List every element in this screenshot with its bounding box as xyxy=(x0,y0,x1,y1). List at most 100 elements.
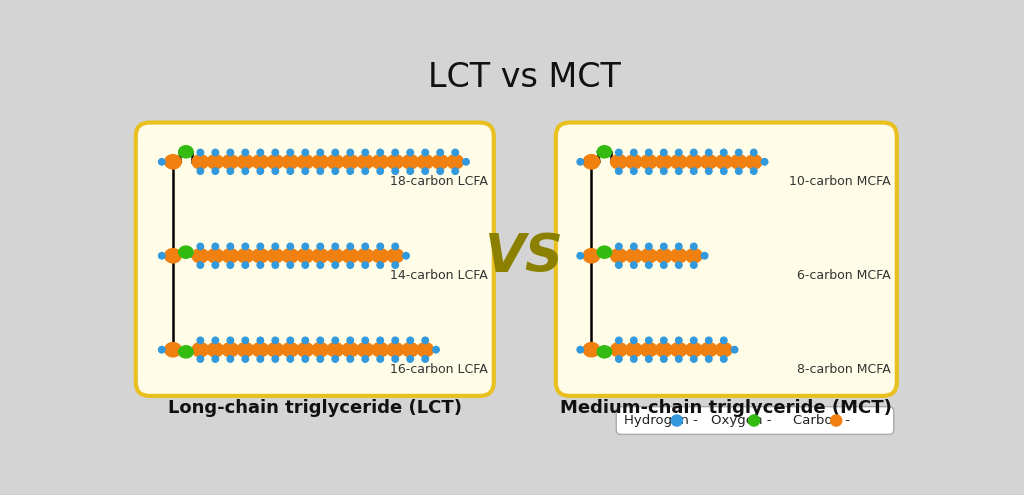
Ellipse shape xyxy=(282,154,299,169)
Circle shape xyxy=(302,337,308,344)
Circle shape xyxy=(676,168,682,174)
Circle shape xyxy=(631,149,637,156)
Ellipse shape xyxy=(626,343,642,357)
Ellipse shape xyxy=(716,154,732,169)
Ellipse shape xyxy=(237,248,254,263)
Circle shape xyxy=(362,262,369,268)
Circle shape xyxy=(690,168,697,174)
Circle shape xyxy=(317,337,324,344)
Circle shape xyxy=(577,252,584,259)
Circle shape xyxy=(302,149,308,156)
Circle shape xyxy=(706,356,712,362)
Text: 8-carbon MCFA: 8-carbon MCFA xyxy=(797,362,891,376)
Text: Hydrogen -: Hydrogen - xyxy=(624,414,702,427)
Circle shape xyxy=(706,337,712,344)
Ellipse shape xyxy=(179,246,194,258)
Circle shape xyxy=(287,168,294,174)
Circle shape xyxy=(645,337,652,344)
Ellipse shape xyxy=(700,154,717,169)
Circle shape xyxy=(317,243,324,249)
Circle shape xyxy=(332,168,339,174)
Ellipse shape xyxy=(446,154,464,169)
Text: 14-carbon LCFA: 14-carbon LCFA xyxy=(390,269,487,282)
Ellipse shape xyxy=(267,154,284,169)
Circle shape xyxy=(706,168,712,174)
Circle shape xyxy=(721,168,727,174)
Circle shape xyxy=(645,243,652,249)
Circle shape xyxy=(212,337,218,344)
Circle shape xyxy=(676,356,682,362)
Circle shape xyxy=(660,262,667,268)
Ellipse shape xyxy=(671,248,687,263)
Circle shape xyxy=(392,356,398,362)
Circle shape xyxy=(615,243,623,249)
Ellipse shape xyxy=(252,248,268,263)
Text: VS: VS xyxy=(485,231,564,283)
Circle shape xyxy=(362,168,369,174)
Text: 16-carbon LCFA: 16-carbon LCFA xyxy=(390,362,487,376)
Circle shape xyxy=(631,243,637,249)
Text: 6-carbon MCFA: 6-carbon MCFA xyxy=(797,269,891,282)
Ellipse shape xyxy=(641,154,657,169)
Ellipse shape xyxy=(357,248,374,263)
Text: Oxygen -: Oxygen - xyxy=(711,414,775,427)
Ellipse shape xyxy=(671,154,687,169)
Circle shape xyxy=(362,243,369,249)
Circle shape xyxy=(227,262,233,268)
Circle shape xyxy=(749,415,760,426)
Ellipse shape xyxy=(357,154,374,169)
Circle shape xyxy=(302,243,308,249)
Circle shape xyxy=(731,346,738,353)
Circle shape xyxy=(422,168,428,174)
Ellipse shape xyxy=(387,154,403,169)
Circle shape xyxy=(452,149,459,156)
Circle shape xyxy=(615,356,623,362)
Circle shape xyxy=(422,356,428,362)
Circle shape xyxy=(362,337,369,344)
Circle shape xyxy=(660,168,667,174)
Circle shape xyxy=(751,168,757,174)
Circle shape xyxy=(631,168,637,174)
Circle shape xyxy=(197,243,204,249)
Ellipse shape xyxy=(327,343,343,357)
Ellipse shape xyxy=(655,343,672,357)
Circle shape xyxy=(272,356,279,362)
Ellipse shape xyxy=(716,343,732,357)
Circle shape xyxy=(615,149,623,156)
Ellipse shape xyxy=(282,343,299,357)
Circle shape xyxy=(159,252,165,259)
Circle shape xyxy=(761,158,768,165)
Circle shape xyxy=(287,337,294,344)
Circle shape xyxy=(197,356,204,362)
Circle shape xyxy=(721,356,727,362)
Circle shape xyxy=(577,346,584,353)
Ellipse shape xyxy=(165,154,181,169)
Circle shape xyxy=(631,337,637,344)
Circle shape xyxy=(407,168,414,174)
Text: Medium-chain triglyceride (MCT): Medium-chain triglyceride (MCT) xyxy=(560,399,892,417)
Circle shape xyxy=(437,149,443,156)
Circle shape xyxy=(701,252,708,259)
Circle shape xyxy=(407,149,414,156)
Ellipse shape xyxy=(387,248,403,263)
Ellipse shape xyxy=(193,343,209,357)
Circle shape xyxy=(197,262,204,268)
Circle shape xyxy=(660,149,667,156)
Circle shape xyxy=(212,149,218,156)
Ellipse shape xyxy=(327,154,343,169)
Circle shape xyxy=(407,356,414,362)
Ellipse shape xyxy=(432,154,449,169)
Circle shape xyxy=(302,356,308,362)
Ellipse shape xyxy=(207,154,223,169)
Circle shape xyxy=(227,337,233,344)
Ellipse shape xyxy=(730,154,748,169)
Circle shape xyxy=(392,337,398,344)
Circle shape xyxy=(257,168,263,174)
Circle shape xyxy=(615,262,623,268)
Ellipse shape xyxy=(626,248,642,263)
Circle shape xyxy=(631,262,637,268)
Ellipse shape xyxy=(387,343,403,357)
Ellipse shape xyxy=(237,343,254,357)
Ellipse shape xyxy=(222,248,239,263)
Circle shape xyxy=(317,356,324,362)
